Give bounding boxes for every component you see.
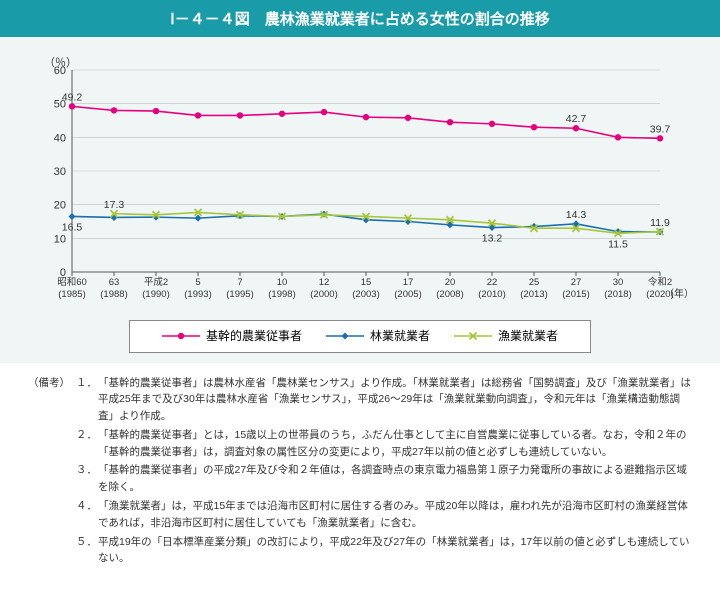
note-number: ５．	[76, 534, 98, 568]
svg-text:42.7: 42.7	[566, 113, 587, 125]
note-item: ２．「基幹的農業従事者」とは，15歳以上の世帯員のうち，ふだん仕事として主に自営…	[76, 427, 692, 461]
svg-text:5: 5	[195, 277, 200, 288]
note-number: １．	[76, 375, 98, 425]
svg-text:(2018): (2018)	[604, 289, 631, 300]
note-number: ４．	[76, 498, 98, 532]
legend-item: 林業就業者	[326, 327, 430, 344]
note-text: 「基幹的農業従事者」の平成27年及び令和２年値は，各調査時点の東京電力福島第１原…	[98, 462, 692, 496]
note-text: 「基幹的農業従事者」とは，15歳以上の世帯員のうち，ふだん仕事として主に自営農業…	[98, 427, 692, 461]
legend-item: 基幹的農業従事者	[162, 327, 302, 344]
notes-list: １．「基幹的農業従事者」は農林水産省「農林業センサス」より作成。「林業就業者」は…	[76, 375, 692, 570]
chart-area: （％）0102030405060昭和60(1985)63(1988)平成2(19…	[0, 37, 720, 363]
svg-text:(1998): (1998)	[268, 289, 295, 300]
svg-text:令和2: 令和2	[648, 276, 672, 288]
svg-text:20: 20	[445, 277, 456, 288]
svg-text:10: 10	[54, 233, 66, 245]
svg-text:(2010): (2010)	[478, 289, 505, 300]
chart-container: （％）0102030405060昭和60(1985)63(1988)平成2(19…	[30, 52, 690, 312]
svg-text:（年）: （年）	[664, 287, 690, 300]
svg-text:(2003): (2003)	[352, 289, 379, 300]
svg-text:11.5: 11.5	[608, 238, 628, 250]
chart-title: Ⅰ－４－４図 農林漁業就業者に占める女性の割合の推移	[0, 0, 720, 37]
svg-text:(1988): (1988)	[100, 289, 127, 300]
svg-text:25: 25	[529, 277, 540, 288]
legend-label: 林業就業者	[370, 327, 430, 344]
legend: 基幹的農業従事者 林業就業者 漁業就業者	[20, 320, 700, 353]
svg-text:7: 7	[237, 277, 242, 288]
svg-text:30: 30	[613, 277, 624, 288]
svg-text:63: 63	[109, 277, 120, 288]
legend-label: 漁業就業者	[498, 327, 558, 344]
note-text: 「基幹的農業従事者」は農林水産省「農林業センサス」より作成。「林業就業者」は総務…	[98, 375, 692, 425]
svg-text:12: 12	[319, 277, 330, 288]
svg-text:14.3: 14.3	[566, 209, 587, 221]
legend-item: 漁業就業者	[454, 327, 558, 344]
svg-text:22: 22	[487, 277, 498, 288]
notes-label: （備考）	[28, 375, 76, 570]
svg-text:13.2: 13.2	[482, 233, 503, 245]
svg-text:30: 30	[54, 166, 66, 178]
svg-text:平成2: 平成2	[144, 276, 168, 288]
svg-text:10: 10	[277, 277, 288, 288]
note-number: ２．	[76, 427, 98, 461]
svg-text:15: 15	[361, 277, 372, 288]
svg-text:(1995): (1995)	[226, 289, 253, 300]
svg-text:16.5: 16.5	[62, 221, 83, 233]
svg-text:11.9: 11.9	[650, 217, 670, 229]
svg-text:27: 27	[571, 277, 582, 288]
note-item: １．「基幹的農業従事者」は農林水産省「農林業センサス」より作成。「林業就業者」は…	[76, 375, 692, 425]
svg-text:(1985): (1985)	[58, 289, 85, 300]
svg-text:(1990): (1990)	[142, 289, 169, 300]
svg-text:(2000): (2000)	[310, 289, 337, 300]
legend-label: 基幹的農業従事者	[206, 327, 302, 344]
line-chart: （％）0102030405060昭和60(1985)63(1988)平成2(19…	[30, 52, 690, 312]
svg-text:17.3: 17.3	[104, 199, 125, 211]
svg-text:20: 20	[54, 200, 66, 212]
svg-text:(2005): (2005)	[394, 289, 421, 300]
note-item: ３．「基幹的農業従事者」の平成27年及び令和２年値は，各調査時点の東京電力福島第…	[76, 462, 692, 496]
svg-text:(1993): (1993)	[184, 289, 211, 300]
svg-text:39.7: 39.7	[650, 123, 671, 135]
svg-text:17: 17	[403, 277, 414, 288]
note-number: ３．	[76, 462, 98, 496]
svg-text:49.2: 49.2	[62, 91, 83, 103]
note-text: 平成19年の「日本標準産業分類」の改訂により，平成22年及び27年の「林業就業者…	[98, 534, 692, 568]
svg-text:60: 60	[54, 65, 66, 77]
note-text: 「漁業就業者」は，平成15年までは沿海市区町村に居住する者のみ。平成20年以降は…	[98, 498, 692, 532]
svg-text:(2013): (2013)	[520, 289, 547, 300]
notes-section: （備考） １．「基幹的農業従事者」は農林水産省「農林業センサス」より作成。「林業…	[0, 363, 720, 582]
note-item: ４．「漁業就業者」は，平成15年までは沿海市区町村に居住する者のみ。平成20年以…	[76, 498, 692, 532]
svg-text:(2008): (2008)	[436, 289, 463, 300]
svg-text:(2015): (2015)	[562, 289, 589, 300]
svg-text:昭和60: 昭和60	[57, 277, 87, 288]
note-item: ５．平成19年の「日本標準産業分類」の改訂により，平成22年及び27年の「林業就…	[76, 534, 692, 568]
legend-box: 基幹的農業従事者 林業就業者 漁業就業者	[129, 320, 591, 353]
svg-text:40: 40	[54, 132, 66, 144]
